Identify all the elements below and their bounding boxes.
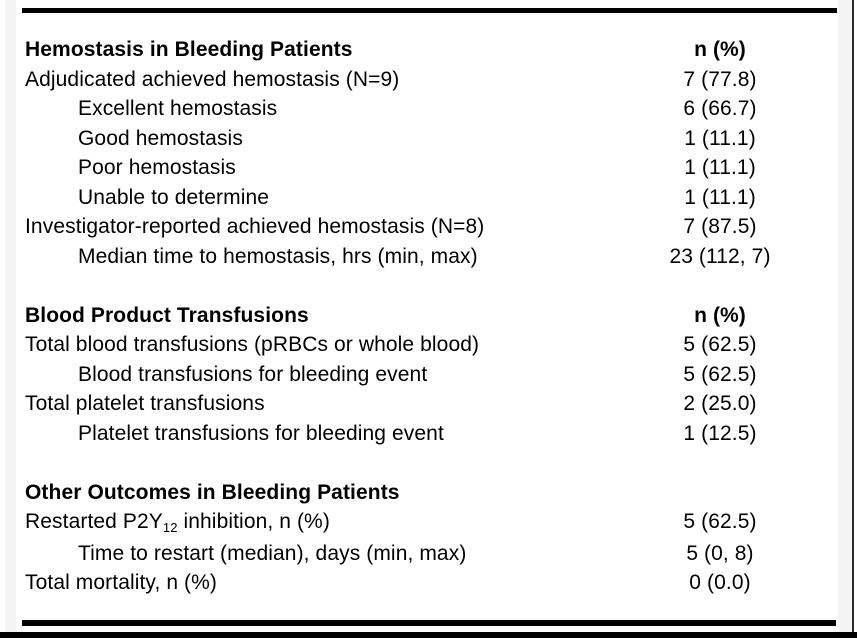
row-value: 6 (66.7) <box>683 97 757 120</box>
page-left-margin-strip <box>5 0 16 632</box>
section-header-row: Blood Product Transfusions n (%) <box>25 301 825 331</box>
window-bottom-edge <box>0 632 857 638</box>
row-label: Time to restart (median), days (min, max… <box>78 541 467 565</box>
table-row: Poor hemostasis 1 (11.1) <box>25 153 825 183</box>
page-right-margin-strip <box>838 0 852 632</box>
column-header-n-pct: n (%) <box>694 38 746 61</box>
row-label: Investigator-reported achieved hemostasi… <box>25 215 485 238</box>
row-label: Blood transfusions for bleeding event <box>78 362 428 386</box>
section-header: Blood Product Transfusions <box>25 303 309 327</box>
table-row: Investigator-reported achieved hemostasi… <box>25 212 825 242</box>
row-label-pre: Restarted P2Y <box>25 510 163 533</box>
row-value: 1 (12.5) <box>683 421 757 445</box>
row-label-post: inhibition, n (%) <box>177 510 330 533</box>
row-label: Total platelet transfusions <box>25 392 265 415</box>
section-header: Hemostasis in Bleeding Patients <box>25 38 353 61</box>
row-label: Adjudicated achieved hemostasis (N=9) <box>25 67 400 91</box>
row-label: Excellent hemostasis <box>78 97 278 120</box>
row-value: 1 (11.1) <box>684 156 756 179</box>
row-label: Poor hemostasis <box>78 156 236 179</box>
section-header-row: Hemostasis in Bleeding Patients n (%) <box>25 35 825 65</box>
row-label: Restarted P2Y12 inhibition, n (%) <box>25 507 330 539</box>
row-value: 0 (0.0) <box>689 571 751 594</box>
row-value: 5 (62.5) <box>683 362 757 386</box>
row-value: 5 (0, 8) <box>686 541 754 565</box>
table-row: Time to restart (median), days (min, max… <box>25 539 825 569</box>
table-row: Total blood transfusions (pRBCs or whole… <box>25 330 825 360</box>
table-section: Blood Product Transfusions n (%) Total blo… <box>25 301 825 449</box>
row-label: Unable to determine <box>78 185 270 209</box>
page-right-edge-line <box>852 0 854 632</box>
table-row: Total mortality, n (%) 0 (0.0) <box>25 568 825 598</box>
row-label-subscript: 12 <box>162 520 178 535</box>
row-label: Platelet transfusions for bleeding event <box>78 421 444 445</box>
table-row: Total platelet transfusions 2 (25.0) <box>25 389 825 419</box>
section-header-row: Other Outcomes in Bleeding Patients <box>25 478 825 508</box>
column-header-n-pct: n (%) <box>694 303 746 327</box>
row-label: Median time to hemostasis, hrs (min, max… <box>78 244 478 268</box>
table-row: Adjudicated achieved hemostasis (N=9) 7 (… <box>25 65 825 95</box>
row-value: 7 (77.8) <box>683 67 757 91</box>
table-top-rule <box>22 8 837 13</box>
row-value: 5 (62.5) <box>683 510 757 533</box>
table-row: Restarted P2Y12 inhibition, n (%) 5 (62.5… <box>25 507 825 539</box>
table-row: Unable to determine 1 (11.1) <box>25 183 825 213</box>
row-value: 1 (11.1) <box>684 126 756 150</box>
table-row: Blood transfusions for bleeding event 5 (… <box>25 360 825 390</box>
table-row: Good hemostasis 1 (11.1) <box>25 124 825 154</box>
row-value: 2 (25.0) <box>683 392 757 415</box>
table-row: Platelet transfusions for bleeding event… <box>25 419 825 449</box>
row-label: Total blood transfusions (pRBCs or whole… <box>25 333 480 356</box>
table-section: Other Outcomes in Bleeding Patients Resta… <box>25 478 825 598</box>
row-label: Good hemostasis <box>78 126 243 150</box>
table-row: Excellent hemostasis 6 (66.7) <box>25 94 825 124</box>
outcomes-table: Hemostasis in Bleeding Patients n (%) Adju… <box>25 35 825 598</box>
table-bottom-rule <box>22 620 836 626</box>
row-value: 1 (11.1) <box>684 185 756 209</box>
row-value: 7 (87.5) <box>683 215 757 238</box>
row-value: 5 (62.5) <box>683 333 757 356</box>
row-label: Total mortality, n (%) <box>25 571 218 594</box>
section-header: Other Outcomes in Bleeding Patients <box>25 480 400 504</box>
table-section: Hemostasis in Bleeding Patients n (%) Adju… <box>25 35 825 271</box>
table-row: Median time to hemostasis, hrs (min, max… <box>25 242 825 272</box>
row-value: 23 (112, 7) <box>669 244 771 268</box>
